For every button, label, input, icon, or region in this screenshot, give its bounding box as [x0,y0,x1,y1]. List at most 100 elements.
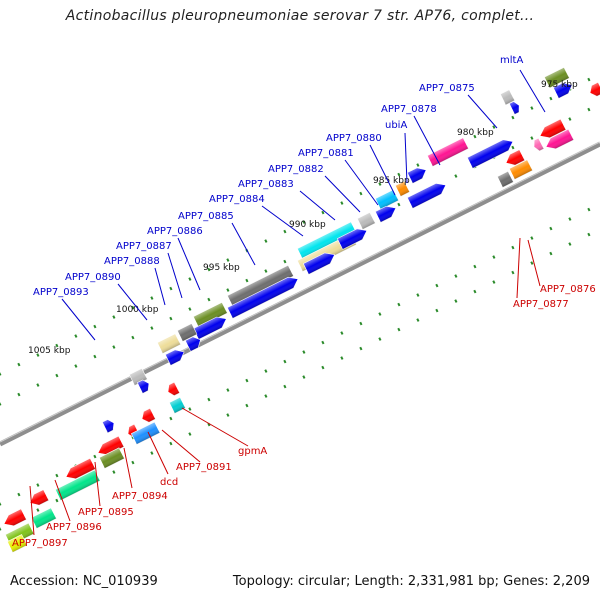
gene-feature[interactable] [543,128,575,152]
gene-feature[interactable] [356,211,376,230]
gene-feature[interactable] [496,170,514,188]
forward-gene-label[interactable]: APP7_0878 [381,104,437,115]
gene-feature[interactable] [537,118,567,141]
forward-gene-label[interactable]: APP7_0885 [178,211,234,222]
reverse-gene-label[interactable]: APP7_0876 [540,284,596,295]
label-leader-line [54,479,71,522]
tick-dot [454,274,458,278]
tick-dot [359,321,363,326]
reverse-gene-label[interactable]: APP7_0877 [513,299,569,310]
tick-dot [454,299,458,303]
gene-feature[interactable] [54,469,101,501]
gene-feature[interactable] [531,137,545,152]
tick-dot [492,125,496,129]
gene-feature[interactable] [98,447,125,469]
gene-feature[interactable] [587,81,600,98]
tick-dot [245,278,249,283]
reverse-gene-label[interactable]: dcd [160,477,178,488]
gene-feature[interactable] [176,323,198,342]
gene-feature[interactable] [164,347,186,366]
tick-dot [321,340,325,345]
forward-gene-label[interactable]: APP7_0883 [238,179,294,190]
gene-feature[interactable] [552,80,574,99]
label-leader-line [61,298,96,341]
gene-feature[interactable] [184,334,203,352]
gene-feature[interactable] [374,189,399,210]
tick-dot [36,508,40,512]
kbp-tick-label: 990 kbp [289,220,326,230]
gene-feature[interactable] [192,313,229,340]
gene-feature[interactable] [1,508,27,530]
forward-gene-label[interactable]: APP7_0890 [65,272,121,283]
gene-feature[interactable] [466,136,515,169]
gene-feature[interactable] [499,89,516,106]
tick-dot [568,242,572,246]
label-leader-line [117,283,148,321]
gene-feature[interactable] [27,489,50,509]
gene-feature[interactable] [302,249,337,275]
gene-feature[interactable] [374,203,398,223]
tick-dot [226,413,230,417]
tick-dot [169,441,173,446]
tick-dot [226,258,230,262]
gene-feature[interactable] [406,180,448,209]
gene-feature[interactable] [543,66,570,89]
forward-gene-label[interactable]: APP7_0886 [147,226,203,237]
gene-feature[interactable] [508,100,522,115]
reverse-gene-label[interactable]: APP7_0896 [46,522,102,533]
tick-dot [169,416,173,421]
forward-gene-label[interactable]: APP7_0888 [104,256,160,267]
gene-feature[interactable] [394,180,411,197]
tick-dot [264,269,268,273]
forward-gene-label[interactable]: ubiA [385,120,407,131]
reverse-gene-label[interactable]: gpmA [238,446,267,457]
gene-feature[interactable] [63,457,96,482]
gene-feature[interactable] [426,137,469,167]
gene-feature[interactable] [503,149,526,169]
label-leader-line [231,222,256,266]
tick-dot-rows [0,77,591,531]
gene-feature[interactable] [508,159,533,180]
label-leader-line [519,69,546,113]
tick-dot [549,226,553,231]
gene-feature[interactable] [6,534,28,553]
reverse-gene-label[interactable]: APP7_0897 [12,538,68,549]
forward-gene-label[interactable]: APP7_0882 [268,164,324,175]
forward-gene-label[interactable]: APP7_0875 [419,83,475,94]
gene-feature[interactable] [156,333,181,354]
gene-feature[interactable] [192,301,228,328]
gene-feature[interactable] [226,274,300,319]
gene-feature[interactable] [139,407,156,424]
forward-gene-label[interactable]: APP7_0881 [298,148,354,159]
tick-dot [511,245,515,250]
gene-feature[interactable] [30,507,57,529]
tick-dot [587,107,591,112]
tick-dot [549,251,553,256]
forward-gene-label[interactable]: APP7_0893 [33,287,89,298]
gene-feature[interactable] [336,225,369,250]
label-leaders [29,69,546,536]
forward-gene-label[interactable]: mltA [500,55,523,66]
reverse-gene-label[interactable]: APP7_0894 [112,491,168,502]
tick-dot [188,407,192,411]
reverse-gene-label[interactable]: APP7_0891 [176,462,232,473]
gene-feature[interactable] [226,264,294,307]
gene-feature[interactable] [406,165,428,184]
tick-dot [74,364,78,368]
forward-gene-label[interactable]: APP7_0884 [209,194,265,205]
gene-feature[interactable] [130,421,161,445]
gene-feature[interactable] [168,396,186,414]
gene-feature[interactable] [101,418,116,434]
tick-dot [207,297,211,302]
tick-dot [150,296,154,300]
gene-feature[interactable] [136,378,151,394]
tick-dot [454,174,458,178]
tick-dot [340,356,344,360]
gene-feature[interactable] [165,381,181,397]
forward-gene-label[interactable]: APP7_0880 [326,133,382,144]
label-leader-line [154,267,166,306]
reverse-gene-label[interactable]: APP7_0895 [78,507,134,518]
tick-dot [568,217,572,221]
forward-gene-label[interactable]: APP7_0887 [116,241,172,252]
label-leader-line [147,431,169,475]
